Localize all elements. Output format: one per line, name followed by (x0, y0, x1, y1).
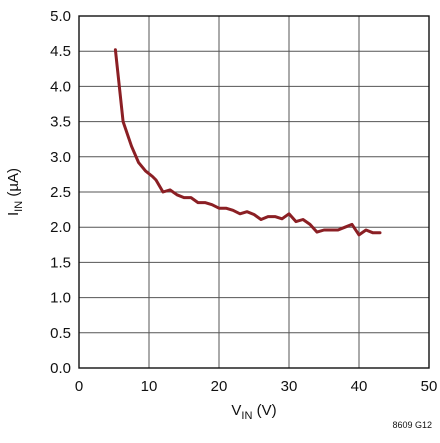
y-tick-labels: 0.0 0.5 1.0 1.5 2.0 2.5 3.0 3.5 4.0 4.5 5.0 (50, 8, 71, 377)
y-tick-label: 1.0 (50, 290, 71, 307)
y-axis-title-subscript: IN (13, 201, 25, 212)
grid-lines (79, 16, 429, 368)
x-tick-label: 30 (281, 378, 298, 395)
x-tick-label: 10 (141, 378, 158, 395)
y-axis-title-unit: (µA) (5, 168, 22, 201)
y-axis-title: IIN (µA) (5, 168, 25, 216)
y-tick-label: 3.5 (50, 114, 71, 131)
x-axis-title-subscript: IN (241, 410, 252, 422)
y-tick-label: 3.0 (50, 149, 71, 166)
x-tick-label: 40 (351, 378, 368, 395)
y-tick-label: 2.0 (50, 219, 71, 236)
series-line (115, 50, 380, 235)
x-tick-labels: 0 10 20 30 40 50 (75, 378, 438, 395)
y-tick-label: 1.5 (50, 254, 71, 271)
x-tick-label: 0 (75, 378, 83, 395)
x-axis-title-main: V (231, 402, 241, 419)
y-tick-label: 0.0 (50, 360, 71, 377)
series-layer (115, 50, 380, 235)
y-tick-label: 0.5 (50, 325, 71, 342)
y-tick-label: 4.0 (50, 78, 71, 95)
x-axis-title-unit: (V) (252, 402, 276, 419)
y-tick-label: 2.5 (50, 184, 71, 201)
x-tick-label: 50 (421, 378, 438, 395)
x-tick-label: 20 (211, 378, 228, 395)
y-tick-label: 5.0 (50, 8, 71, 25)
y-tick-label: 4.5 (50, 43, 71, 60)
x-axis-title: VIN (V) (231, 402, 276, 422)
figure-id-label: 8609 G12 (392, 420, 432, 430)
